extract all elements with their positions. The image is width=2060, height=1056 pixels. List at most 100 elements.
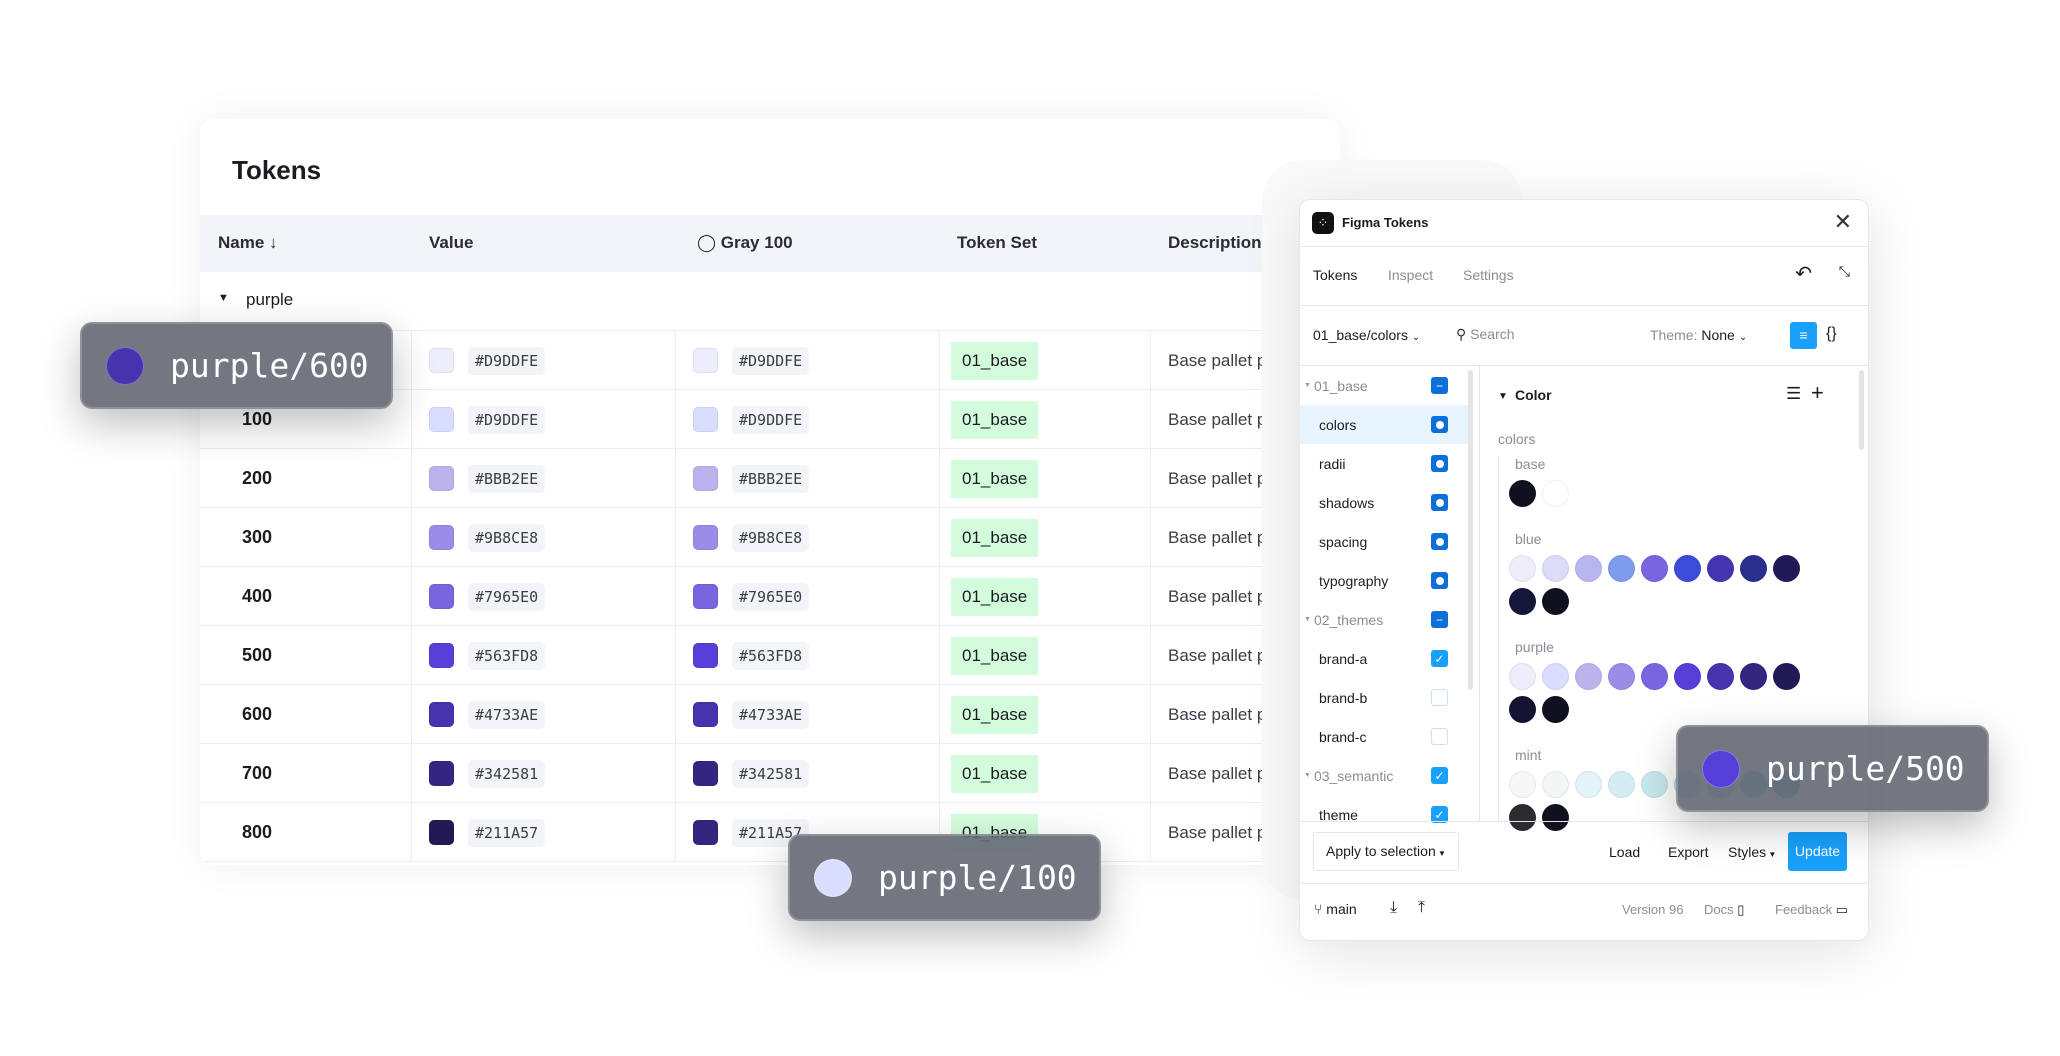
table-row[interactable]: 800 #211A57 #211A57 01_base Base pallet p [200,803,1340,862]
hex-value[interactable]: #D9DDFE [468,346,546,375]
color-swatch[interactable] [1542,588,1569,615]
color-swatch[interactable] [1509,555,1536,582]
hex-value[interactable]: #D9DDFE [732,346,810,375]
table-row[interactable]: 500 #563FD8 #563FD8 01_base Base pallet p [200,626,1340,685]
hex-value[interactable]: #211A57 [468,818,546,847]
hex-value[interactable]: #7965E0 [732,582,810,611]
collapse-icon[interactable]: ⤡ [1838,263,1850,279]
column-gray[interactable]: ◯ Gray 100 [697,233,793,253]
hex-value[interactable]: #BBB2EE [732,464,810,493]
color-swatch[interactable] [1608,771,1635,798]
color-swatch[interactable] [1707,555,1734,582]
styles-button[interactable]: Styles ▼ [1728,844,1776,860]
checkbox[interactable]: ✓ [1431,767,1448,784]
color-swatch[interactable] [1608,555,1635,582]
hex-value[interactable]: #BBB2EE [468,464,546,493]
column-token-set[interactable]: Token Set [957,233,1037,252]
tree-item-03_semantic[interactable]: ▼ 03_semantic ✓ [1300,756,1468,795]
color-swatch[interactable] [1575,555,1602,582]
color-swatch[interactable] [1509,804,1536,831]
color-swatch[interactable] [1641,555,1668,582]
color-swatch[interactable] [1509,771,1536,798]
hex-value[interactable]: #9B8CE8 [468,523,546,552]
column-value[interactable]: Value [429,233,474,252]
color-swatch[interactable] [1773,663,1800,690]
hex-value[interactable]: #563FD8 [732,641,810,670]
checkbox[interactable] [1431,572,1448,589]
json-view-icon[interactable]: {} [1826,325,1837,342]
hex-value[interactable]: #4733AE [468,700,546,729]
checkbox[interactable] [1431,533,1448,550]
column-name[interactable]: Name ↓ [218,233,278,253]
add-icon[interactable]: + [1811,380,1824,405]
close-icon[interactable]: ✕ [1833,209,1852,234]
hex-value[interactable]: #342581 [732,759,810,788]
tab-inspect[interactable]: Inspect [1388,267,1434,283]
table-row[interactable]: 200 #BBB2EE #BBB2EE 01_base Base pallet p [200,449,1340,508]
list-icon[interactable]: ☰ [1786,384,1802,403]
section-title[interactable]: Color [1515,387,1552,403]
tree-item-brand-c[interactable]: brand-c [1300,717,1468,756]
tree-item-shadows[interactable]: shadows [1300,483,1468,522]
color-swatch[interactable] [1641,663,1668,690]
table-row[interactable]: 400 #7965E0 #7965E0 01_base Base pallet p [200,567,1340,626]
column-description[interactable]: Description [1168,233,1262,252]
color-swatch[interactable] [1608,663,1635,690]
tree-item-theme[interactable]: theme ✓ [1300,795,1468,834]
list-view-icon[interactable]: ≡ [1790,322,1817,349]
table-row[interactable]: 300 #9B8CE8 #9B8CE8 01_base Base pallet p [200,508,1340,567]
hex-value[interactable]: #9B8CE8 [732,523,810,552]
table-row[interactable]: 600 #4733AE #4733AE 01_base Base pallet p [200,685,1340,744]
token-set-select[interactable]: 01_base/colors ⌄ [1313,327,1420,343]
hex-value[interactable]: #D9DDFE [732,405,810,434]
checkbox[interactable]: ✓ [1431,650,1448,667]
tree-item-typography[interactable]: typography [1300,561,1468,600]
color-swatch[interactable] [1740,663,1767,690]
group-row-purple[interactable]: ▼ purple [200,272,1340,331]
color-swatch[interactable] [1575,663,1602,690]
color-swatch[interactable] [1575,771,1602,798]
color-swatch[interactable] [1542,771,1569,798]
table-row[interactable]: #D9DDFE #D9DDFE 01_base Base pallet p [200,331,1340,390]
tree-item-spacing[interactable]: spacing [1300,522,1468,561]
tree-item-brand-b[interactable]: brand-b [1300,678,1468,717]
color-swatch[interactable] [1641,771,1668,798]
tree-scrollbar[interactable] [1468,370,1473,690]
checkbox[interactable] [1431,455,1448,472]
hex-value[interactable]: #211A57 [732,818,810,847]
search-input[interactable]: ⚲ Search [1456,326,1515,343]
docs-link[interactable]: Docs ▯ [1704,902,1744,918]
color-swatch[interactable] [1542,663,1569,690]
tree-item-radii[interactable]: radii [1300,444,1468,483]
checkbox[interactable] [1431,689,1448,706]
color-swatch[interactable] [1707,663,1734,690]
tree-item-brand-a[interactable]: brand-a ✓ [1300,639,1468,678]
load-button[interactable]: Load [1609,844,1641,860]
hex-value[interactable]: #4733AE [732,700,810,729]
color-swatch[interactable] [1509,663,1536,690]
hex-value[interactable]: #D9DDFE [468,405,546,434]
tab-tokens[interactable]: Tokens [1313,267,1358,283]
hex-value[interactable]: #342581 [468,759,546,788]
tree-item-01_base[interactable]: ▼ 01_base − [1300,366,1468,405]
color-swatch[interactable] [1674,555,1701,582]
checkbox[interactable]: ✓ [1431,806,1448,823]
tab-settings[interactable]: Settings [1463,267,1514,283]
undo-icon[interactable]: ↶ [1795,263,1812,285]
color-swatch[interactable] [1740,555,1767,582]
checkbox[interactable] [1431,728,1448,745]
checkbox[interactable]: − [1431,611,1448,628]
tree-item-colors[interactable]: colors [1300,405,1468,444]
apply-to-selection-button[interactable]: Apply to selection ▼ [1313,832,1459,871]
color-swatch[interactable] [1542,696,1569,723]
checkbox[interactable] [1431,494,1448,511]
export-button[interactable]: Export [1668,844,1709,860]
feedback-link[interactable]: Feedback ▭ [1775,902,1848,918]
color-swatch[interactable] [1509,588,1536,615]
theme-select[interactable]: Theme: None ⌄ [1650,327,1747,343]
color-swatch[interactable] [1542,804,1569,831]
color-swatch[interactable] [1773,555,1800,582]
table-row[interactable]: 100 #D9DDFE #D9DDFE 01_base Base pallet p [200,390,1340,449]
color-swatch[interactable] [1509,480,1536,507]
color-swatch[interactable] [1509,696,1536,723]
